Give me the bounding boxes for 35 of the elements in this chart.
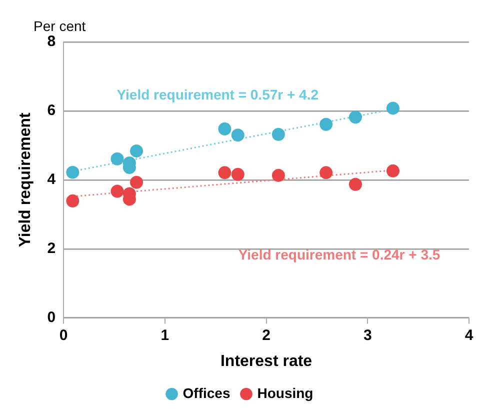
point	[110, 184, 124, 198]
point	[272, 128, 285, 141]
x-tick-label: 4	[464, 326, 474, 344]
point	[320, 166, 333, 180]
point	[218, 166, 232, 180]
y-tick-label: 4	[47, 171, 56, 188]
point	[130, 144, 144, 158]
point	[272, 168, 285, 182]
legend-label: Housing	[257, 384, 314, 401]
point	[231, 128, 244, 142]
point	[348, 110, 362, 124]
x-tick-label: 1	[160, 326, 170, 344]
legend-label: Offices	[182, 384, 230, 401]
annotation: Yield requirement = 0.57r + 4.2	[116, 86, 319, 103]
y-tick-label: 6	[47, 102, 56, 120]
y-tick-label: 0	[47, 308, 56, 326]
point	[348, 178, 362, 191]
x-axis-title: Interest rate	[220, 352, 312, 370]
point	[231, 168, 244, 181]
point	[218, 122, 232, 136]
y-tick-label: 8	[47, 33, 56, 50]
x-tick-label: 3	[363, 326, 372, 344]
point	[110, 152, 124, 166]
point	[386, 164, 400, 178]
y-tick-label: 2	[47, 240, 56, 257]
y-axis-title: Yield requirement	[17, 112, 34, 248]
x-tick-label: 0	[59, 326, 68, 344]
point	[386, 102, 400, 115]
point	[66, 166, 80, 179]
text: Per cent	[34, 18, 86, 34]
x-tick-label: 2	[262, 326, 270, 344]
point	[130, 176, 144, 189]
point	[320, 118, 333, 131]
annotation: Yield requirement = 0.24r + 3.5	[238, 246, 440, 263]
point	[66, 194, 80, 208]
